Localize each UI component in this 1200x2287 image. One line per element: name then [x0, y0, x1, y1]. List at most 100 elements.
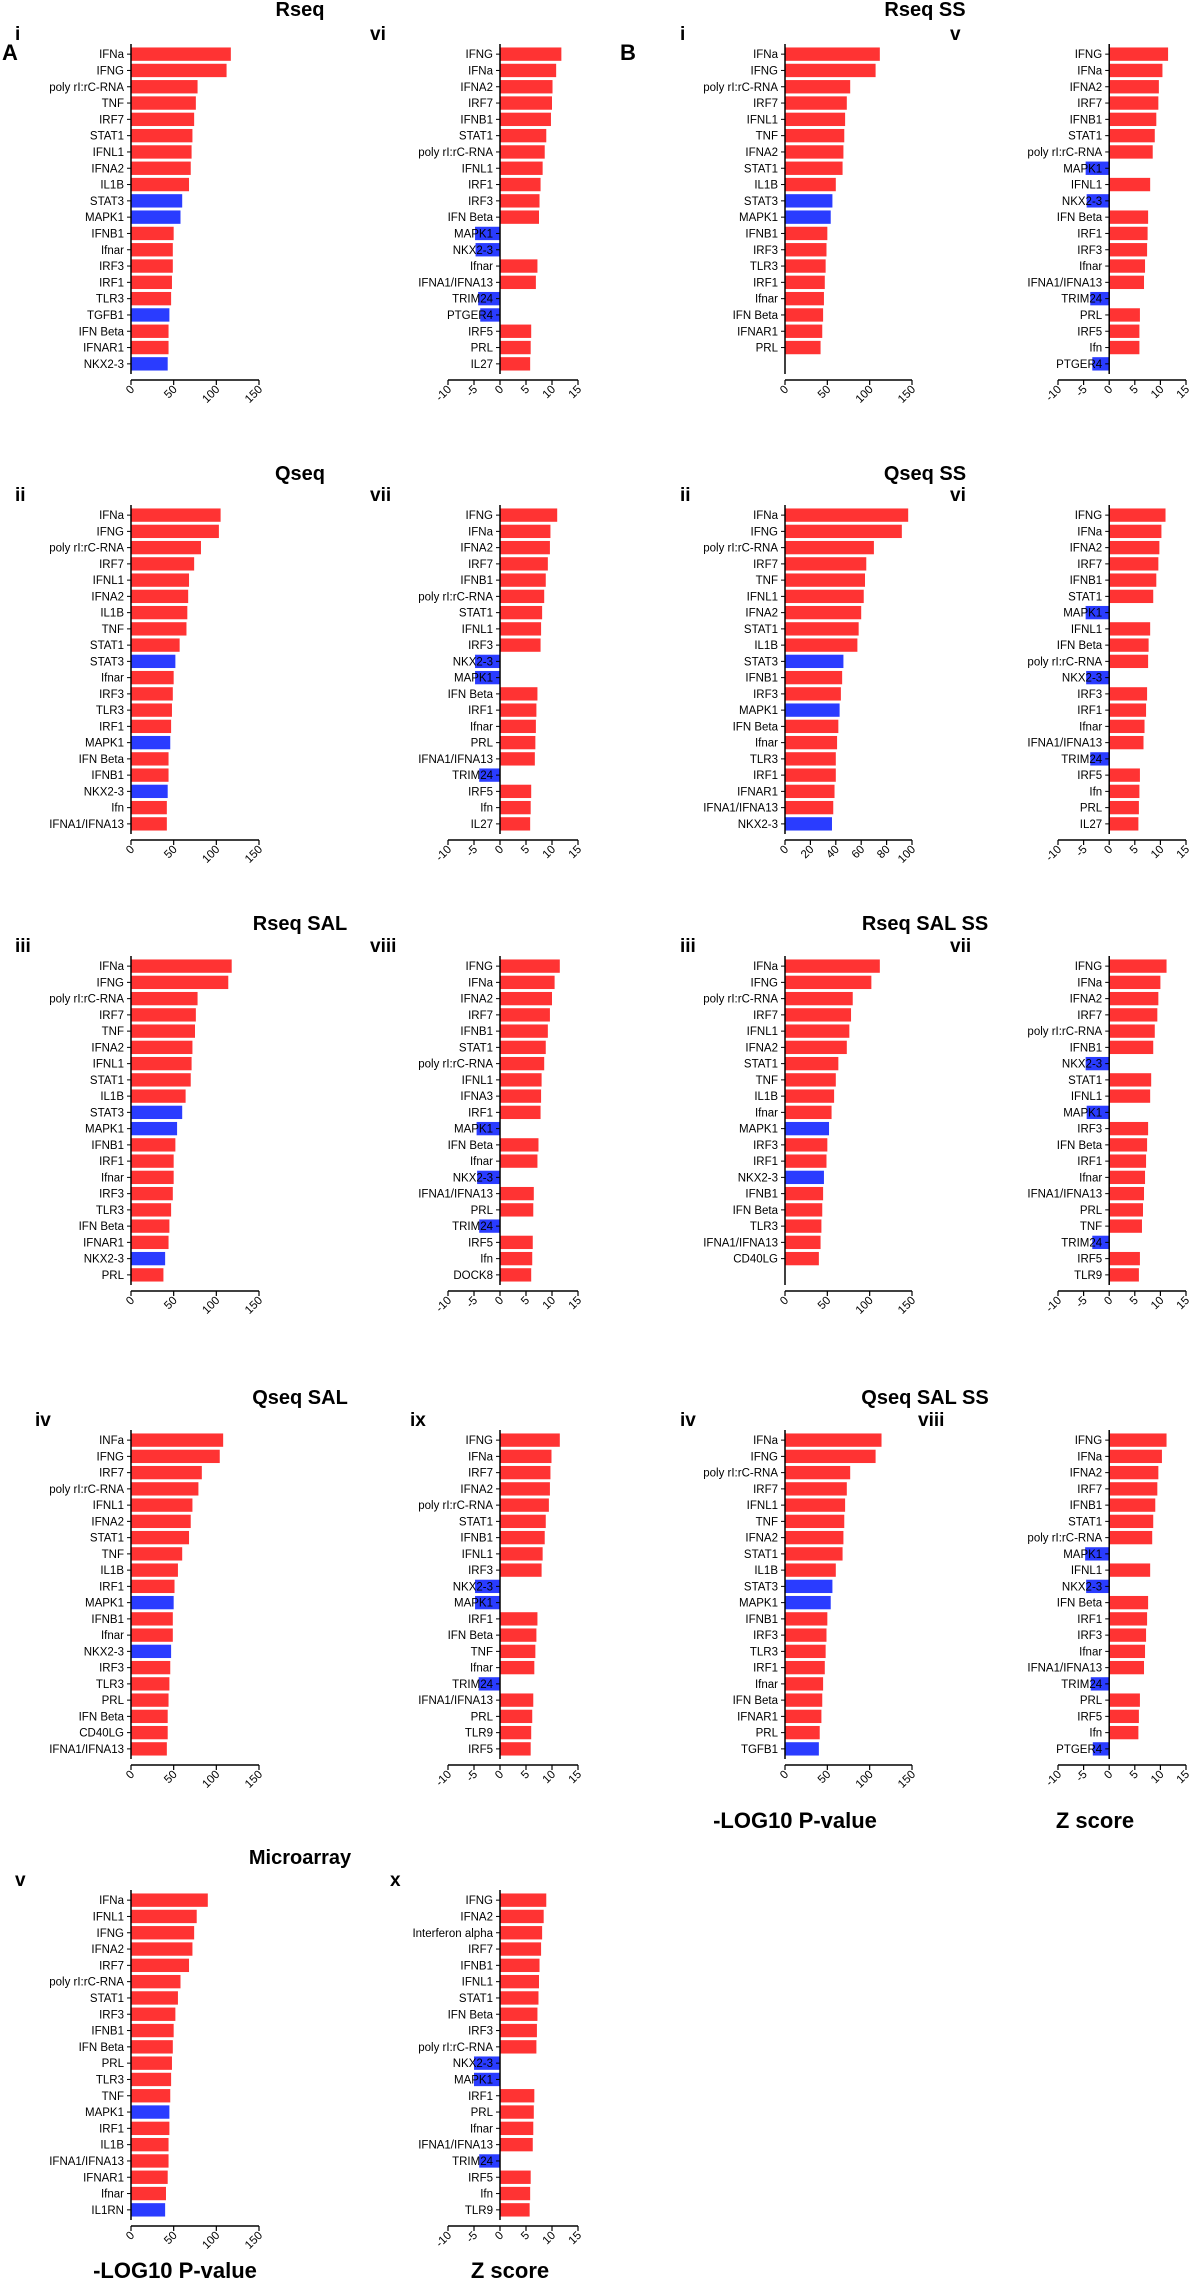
category-label: IFNB1 [745, 1614, 778, 1626]
x-tick-label: -5 [1074, 844, 1090, 860]
bar [500, 1725, 532, 1740]
bar [500, 622, 542, 636]
x-tick-label: 150 [243, 1295, 265, 1317]
category-label: STAT3 [90, 1107, 124, 1119]
category-label: IFN Beta [1057, 1140, 1103, 1152]
bar [500, 2105, 534, 2119]
category-label: IFNB1 [460, 1533, 493, 1545]
bar [500, 1073, 542, 1087]
category-label: IFNL1 [1071, 180, 1102, 192]
category-label: Ifnar [101, 245, 124, 257]
category-label: IRF5 [468, 786, 493, 798]
x-tick-label: 0 [124, 1769, 137, 1782]
bar [1109, 1482, 1158, 1496]
bar [131, 275, 172, 290]
panel-label: ii [15, 485, 26, 506]
bar [131, 654, 176, 669]
chart-a-iii: iii IFNa IFNG poly rI:rC-RNA IRF7 TNF IFNA2 IFN… [15, 936, 265, 1317]
x-tick-label: 150 [896, 1769, 918, 1791]
bar [500, 1138, 539, 1152]
category-label: IFNA1/IFNA13 [418, 1695, 493, 1707]
panel-label: v [950, 24, 961, 45]
category-label: Interferon alpha [412, 1928, 493, 1940]
bar [500, 800, 531, 815]
category-label: CD40LG [733, 1254, 778, 1266]
title-rseq: Rseq [276, 0, 325, 21]
category-label: IFNL1 [93, 147, 124, 159]
bar [1109, 975, 1161, 990]
category-label: IL27 [471, 359, 493, 371]
category-label: IFNL1 [93, 1059, 124, 1071]
bar [1086, 194, 1110, 208]
category-label: IL1B [100, 1091, 124, 1103]
bar [1109, 1219, 1142, 1233]
category-label: PRL [102, 1695, 125, 1707]
axis-title-zscore-a: Z score [471, 2258, 549, 2282]
x-tick-label: 0 [493, 1295, 506, 1308]
x-tick-label: 15 [567, 844, 585, 862]
category-label: IL1B [100, 608, 124, 620]
bar [131, 1677, 170, 1691]
bar [785, 573, 866, 587]
bar [1109, 1449, 1162, 1464]
chart-a-vi: vi IFNG IFNa IFNA2 IRF7 IFNB1 STAT1 poly rI:rC-… [370, 24, 584, 404]
bar [131, 1186, 173, 1201]
bar [785, 243, 827, 257]
bar [785, 975, 872, 990]
category-label: STAT1 [90, 640, 124, 652]
bar [131, 1203, 172, 1217]
category-label: IFNA1/IFNA13 [418, 2140, 493, 2152]
title-rseq-sal-ss: Rseq SAL SS [862, 913, 988, 935]
category-label: MAPK1 [85, 1124, 124, 1136]
category-label: IRF7 [753, 559, 778, 571]
bar [785, 540, 874, 555]
bar [131, 1579, 175, 1594]
title-qseq-sal: Qseq SAL [252, 1387, 348, 1409]
x-tick-label: 0 [1102, 1295, 1115, 1308]
chart-a-ix: ix IFNG IFNa IRF7 IFNA2 poly rI:rC-RNA STAT1 IF… [410, 1410, 584, 1789]
category-label: IFNa [753, 1435, 779, 1447]
bar [500, 1742, 531, 1756]
category-label: IRF1 [468, 2091, 493, 2103]
category-label: IFN Beta [733, 1695, 779, 1707]
bar [1109, 210, 1149, 224]
bar [131, 194, 183, 208]
category-label: IFNB1 [91, 228, 124, 240]
bar [475, 1579, 500, 1594]
category-label: STAT1 [459, 131, 493, 143]
bar [1109, 1725, 1139, 1740]
category-label: IRF5 [1077, 1711, 1102, 1723]
bar [475, 670, 500, 685]
category-label: IFNA2 [91, 1516, 124, 1528]
bar [500, 1008, 550, 1022]
category-label: IRF7 [99, 1010, 124, 1022]
category-label: TRIM24 [452, 1679, 494, 1691]
category-label: IFNA2 [460, 543, 493, 555]
category-label: TLR3 [750, 1221, 778, 1233]
chart-b-i: i IFNa IFNG poly rI:rC-RNA IRF7 IFNL1 TNF IFNA2… [680, 24, 918, 406]
bar [131, 2040, 173, 2054]
bar [785, 324, 823, 338]
category-label: IFNa [1077, 526, 1103, 538]
category-label: NKX2-3 [84, 786, 124, 798]
x-tick-label: 100 [854, 384, 876, 406]
category-label: IRF7 [468, 1010, 493, 1022]
bar [475, 1595, 500, 1610]
category-label: IRF7 [468, 98, 493, 110]
bar [500, 161, 543, 175]
category-label: IFNA1/IFNA13 [1027, 1663, 1102, 1675]
bar [475, 654, 500, 669]
bar [1109, 622, 1151, 636]
category-label: IFNL1 [747, 591, 778, 603]
category-label: IRF1 [1077, 228, 1102, 240]
bar [1109, 1595, 1149, 1610]
bar [500, 784, 532, 799]
category-label: NKX2-3 [738, 1172, 778, 1184]
category-label: TNF [756, 1516, 778, 1528]
bar [500, 687, 538, 701]
category-label: IFNA1/IFNA13 [49, 1744, 124, 1756]
bar [131, 1154, 174, 1168]
bar [1109, 1154, 1147, 1168]
bar [500, 1709, 533, 1724]
x-tick-label: 150 [896, 384, 918, 406]
